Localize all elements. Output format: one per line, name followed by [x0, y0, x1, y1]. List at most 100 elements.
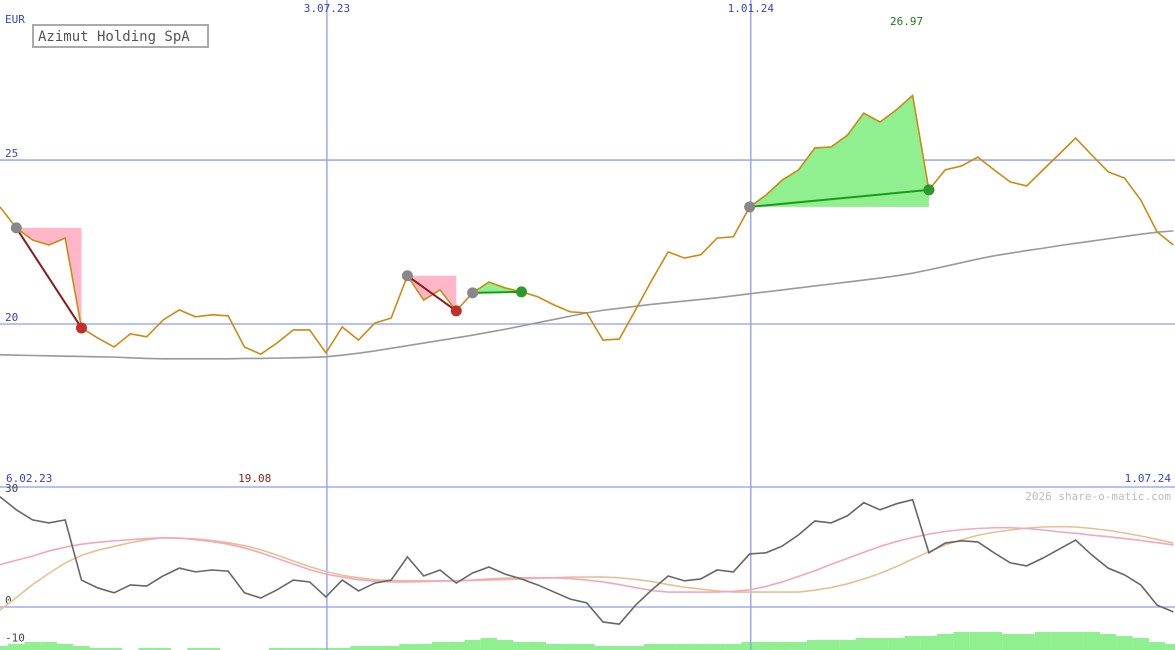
trade-entry: [744, 201, 756, 213]
watermark: 2026 share-o-matic.com: [1025, 490, 1171, 503]
volume-bar: [985, 632, 1003, 650]
volume-bar: [399, 644, 416, 650]
volume-bar: [56, 644, 74, 650]
volume-bar: [1051, 632, 1068, 650]
volume-bar: [529, 642, 546, 650]
volume-bar: [953, 632, 970, 650]
y-tick-label: -10: [5, 631, 25, 644]
y-tick-label: 25: [5, 147, 18, 160]
volume-bar: [1116, 636, 1133, 650]
title-box: [32, 24, 209, 48]
trade-line: [472, 290, 522, 294]
volume-bar: [692, 644, 709, 650]
volume-bar: [969, 632, 987, 650]
trade-entry: [467, 287, 479, 299]
max-label: 26.97: [890, 15, 923, 28]
volume-bar: [73, 646, 90, 650]
y-tick-label: 0: [5, 594, 12, 607]
volume-bar: [920, 636, 938, 650]
series-line: [0, 525, 1174, 611]
volume-bar: [285, 648, 302, 650]
volume-bar: [1067, 632, 1084, 650]
volume-bar: [822, 640, 840, 650]
volume-bar: [415, 644, 432, 650]
volume-bar: [1165, 644, 1175, 650]
trade-area: [749, 95, 929, 207]
trade-area: [472, 282, 522, 293]
volume-bar: [708, 644, 726, 650]
volume-bar: [904, 636, 921, 650]
volume-bar: [676, 644, 693, 650]
volume-bar: [1083, 632, 1101, 650]
x-tick-label: 3.07.23: [304, 2, 350, 15]
trade-exit: [515, 286, 527, 298]
volume-bar: [40, 642, 58, 650]
volume-bar: [89, 648, 106, 650]
volume-bar: [431, 642, 449, 650]
x-start-label: 6.02.23: [6, 472, 52, 485]
volume-bar: [545, 644, 563, 650]
volume-bar: [138, 648, 155, 650]
volume-bar: [268, 648, 286, 650]
volume-bar: [594, 646, 612, 650]
volume-bar: [659, 644, 677, 650]
series-line: [0, 526, 1174, 593]
volume-bar: [806, 640, 824, 650]
trade-exit: [923, 184, 935, 196]
volume-bar: [1034, 632, 1052, 650]
volume-bar: [105, 648, 123, 650]
trade-area: [16, 227, 82, 328]
x-end-label: 1.07.24: [1125, 472, 1172, 485]
unit-label: EUR: [5, 13, 25, 26]
volume-bar: [0, 646, 9, 650]
trade-line: [749, 188, 930, 208]
volume-bar: [187, 648, 204, 650]
series-line: [0, 93, 1174, 356]
volume-bar: [790, 642, 807, 650]
series-line: [0, 496, 1174, 626]
volume-bar: [871, 638, 889, 650]
volume-bar: [578, 644, 595, 650]
volume-bar: [513, 642, 530, 650]
volume-bar: [1148, 642, 1166, 650]
trade-line: [406, 274, 457, 312]
y-tick-label: 30: [5, 482, 18, 495]
min-label: 19.08: [238, 472, 271, 485]
volume-bar: [855, 638, 872, 650]
trade-exit: [75, 322, 87, 334]
volume-bar: [741, 642, 758, 650]
volume-bar: [725, 644, 742, 650]
volume-bar: [8, 644, 25, 650]
volume-bar: [203, 648, 221, 650]
volume-bar: [366, 646, 384, 650]
volume-bar: [448, 642, 465, 650]
volume-bar: [627, 646, 644, 650]
volume-bar: [317, 648, 335, 650]
x-tick-label: 1.01.24: [728, 2, 775, 15]
trade-exit: [450, 305, 462, 317]
volume-bar: [611, 646, 628, 650]
volume-bar: [888, 638, 905, 650]
volume-bar: [774, 642, 791, 650]
volume-bar: [1002, 634, 1019, 650]
volume-bar: [643, 644, 661, 650]
volume-bar: [562, 644, 579, 650]
trade-entry: [401, 270, 413, 282]
volume-bar: [154, 648, 172, 650]
volume-bar: [301, 648, 318, 650]
volume-bar: [350, 646, 367, 650]
volume-bar: [497, 640, 514, 650]
volume-bar: [480, 638, 498, 650]
volume-bar: [24, 642, 41, 650]
volume-bar: [937, 634, 954, 650]
volume-bar: [1018, 634, 1035, 650]
y-tick-label: 20: [5, 311, 18, 324]
volume-bar: [839, 640, 856, 650]
volume-bar: [1132, 638, 1149, 650]
volume-bar: [757, 642, 775, 650]
chart-title: Azimut Holding SpA: [38, 29, 190, 45]
volume-bar: [334, 648, 351, 650]
series-line: [0, 230, 1174, 360]
volume-bar: [382, 646, 400, 650]
